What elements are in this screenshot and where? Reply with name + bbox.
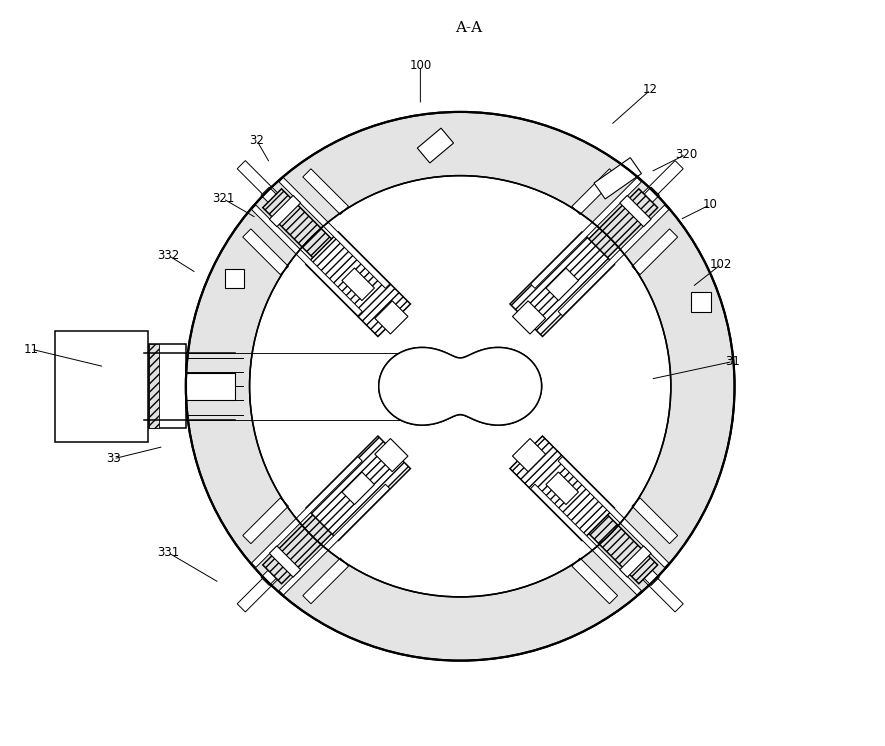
Polygon shape <box>261 462 385 586</box>
Polygon shape <box>542 189 658 304</box>
Polygon shape <box>342 472 374 504</box>
Polygon shape <box>559 488 683 612</box>
Polygon shape <box>510 232 614 336</box>
Text: 102: 102 <box>710 257 733 271</box>
Polygon shape <box>251 205 362 316</box>
Text: 33: 33 <box>106 452 120 466</box>
Polygon shape <box>512 439 546 471</box>
Circle shape <box>186 112 735 661</box>
Polygon shape <box>572 558 618 604</box>
Polygon shape <box>242 498 289 544</box>
Polygon shape <box>263 468 379 583</box>
Polygon shape <box>379 348 542 425</box>
Polygon shape <box>512 301 546 334</box>
Text: 31: 31 <box>726 355 740 368</box>
Polygon shape <box>374 439 408 471</box>
Polygon shape <box>251 457 362 568</box>
Polygon shape <box>279 484 389 595</box>
Polygon shape <box>263 189 379 304</box>
Polygon shape <box>531 484 642 595</box>
Text: 32: 32 <box>250 134 264 147</box>
Polygon shape <box>237 488 361 612</box>
Polygon shape <box>242 229 289 275</box>
Text: 100: 100 <box>409 60 432 72</box>
Polygon shape <box>691 292 711 312</box>
Polygon shape <box>279 178 389 289</box>
Polygon shape <box>261 187 385 311</box>
Bar <box>186 373 235 400</box>
Polygon shape <box>374 301 408 334</box>
Polygon shape <box>306 436 411 541</box>
Polygon shape <box>594 157 642 199</box>
Polygon shape <box>559 160 683 284</box>
Polygon shape <box>632 229 678 275</box>
Text: 332: 332 <box>157 249 180 262</box>
Bar <box>149 344 186 428</box>
Text: 321: 321 <box>212 192 235 205</box>
Polygon shape <box>620 195 651 227</box>
Polygon shape <box>620 546 651 577</box>
Text: 12: 12 <box>643 84 658 96</box>
Text: 11: 11 <box>24 342 38 356</box>
Polygon shape <box>572 169 618 215</box>
Polygon shape <box>535 187 659 311</box>
Text: 331: 331 <box>157 546 180 560</box>
Polygon shape <box>546 472 579 504</box>
Polygon shape <box>632 498 678 544</box>
Polygon shape <box>546 268 579 301</box>
Text: 10: 10 <box>703 198 717 211</box>
Polygon shape <box>379 348 542 425</box>
Text: 320: 320 <box>674 148 697 161</box>
Polygon shape <box>303 558 349 604</box>
Polygon shape <box>342 268 374 301</box>
Polygon shape <box>542 468 658 583</box>
Polygon shape <box>225 269 244 288</box>
Polygon shape <box>269 546 301 577</box>
Text: A-A: A-A <box>456 21 482 35</box>
Polygon shape <box>535 462 659 586</box>
Polygon shape <box>237 160 361 284</box>
Polygon shape <box>558 205 669 316</box>
Circle shape <box>250 175 671 597</box>
Polygon shape <box>269 195 301 227</box>
Bar <box>55 331 148 442</box>
Polygon shape <box>510 436 614 541</box>
Polygon shape <box>186 112 735 661</box>
Polygon shape <box>418 128 453 163</box>
Polygon shape <box>303 169 349 215</box>
Polygon shape <box>558 457 669 568</box>
Bar <box>149 344 159 428</box>
Polygon shape <box>531 178 642 289</box>
Polygon shape <box>306 232 411 336</box>
